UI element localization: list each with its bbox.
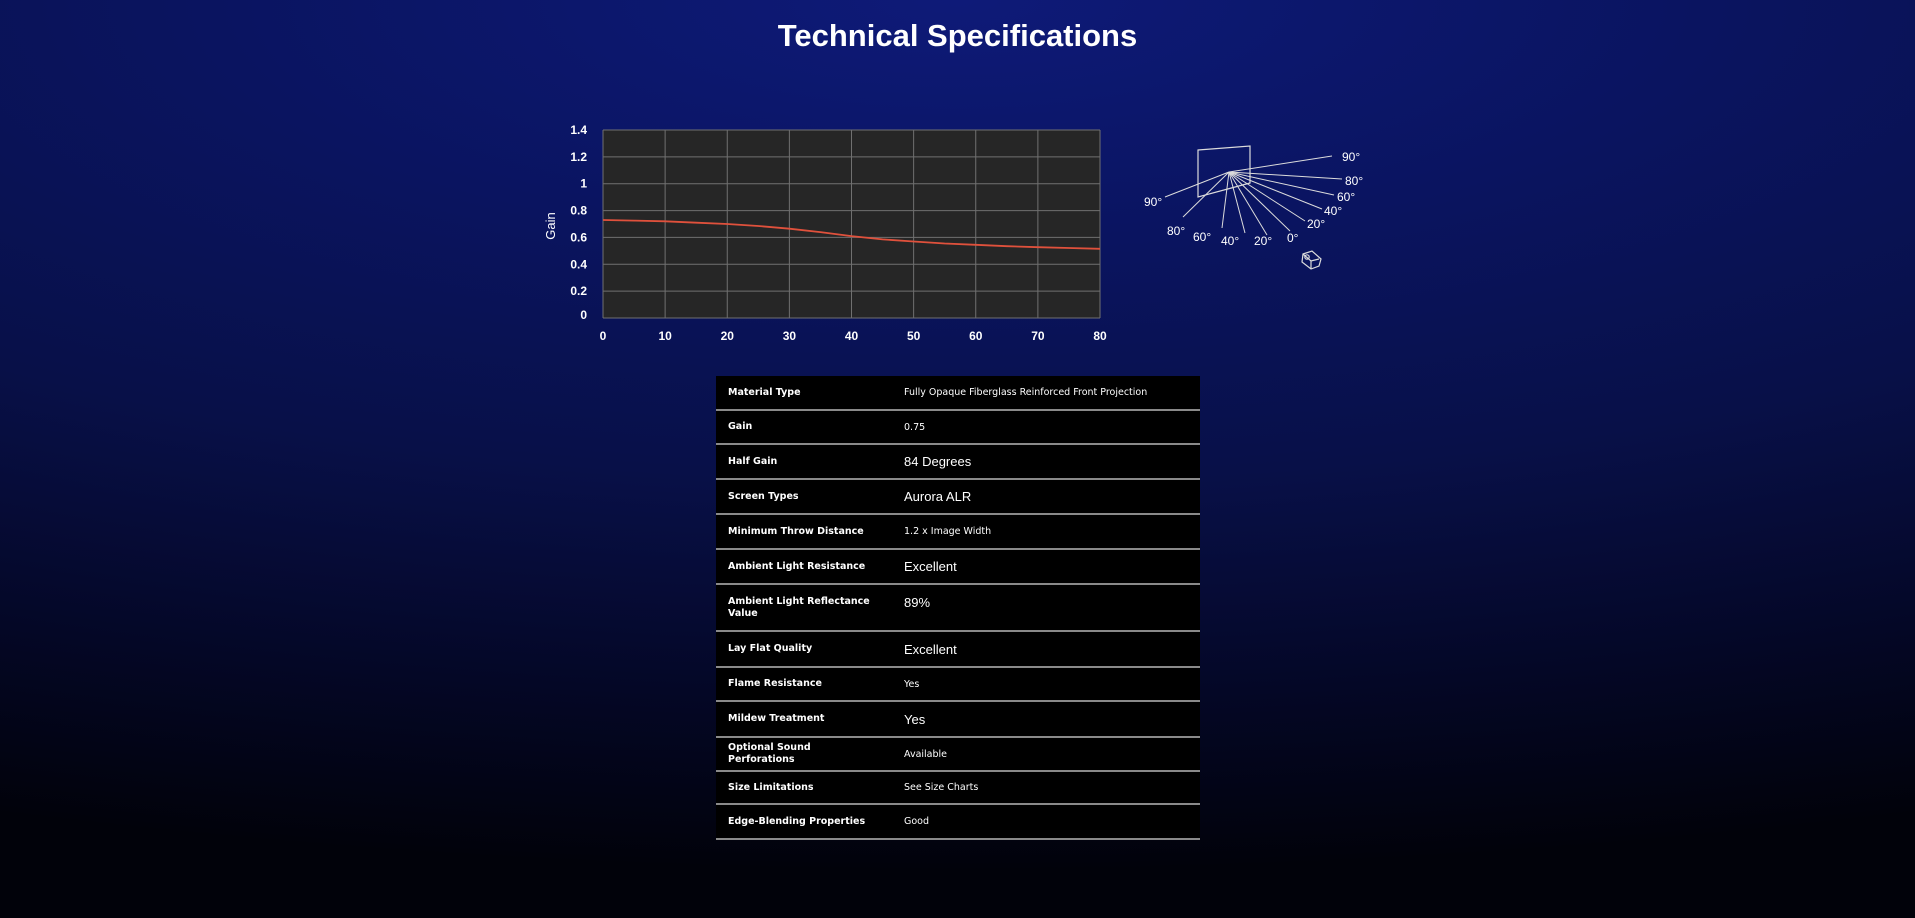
spec-row-minimum-throw-distance: Minimum Throw Distance 1.2 x Image Width — [716, 514, 1200, 550]
chart-y-tick-label: 0.2 — [570, 284, 587, 298]
screen-outline — [1197, 145, 1251, 198]
spec-label: Ambient Light Resistance — [716, 549, 892, 585]
chart-x-tick-label: 30 — [783, 329, 797, 343]
chart-x-tick-label: 20 — [721, 329, 735, 343]
angle-label-bottom-60: 60° — [1193, 230, 1211, 244]
angle-label-bottom-40: 40° — [1221, 234, 1239, 248]
chart-x-tick-label: 60 — [969, 329, 983, 343]
spec-row-mildew-treatment: Mildew Treatment Yes — [716, 701, 1200, 738]
angle-rays — [1164, 155, 1343, 236]
chart-x-tick-label: 0 — [600, 329, 607, 343]
angle-label-right-90: 90° — [1342, 150, 1360, 164]
chart-y-tick-label: 1 — [580, 177, 587, 191]
chart-x-tick-label: 10 — [658, 329, 672, 343]
angle-label-bottom-20: 20° — [1254, 234, 1272, 248]
spec-row-material-type: Material Type Fully Opaque Fiberglass Re… — [716, 376, 1200, 411]
spec-label: Size Limitations — [716, 771, 892, 805]
spec-label: Optional Sound Perforations — [716, 737, 892, 772]
chart-y-tick-label: 1.4 — [570, 123, 587, 137]
angle-label-right-40: 40° — [1324, 204, 1342, 218]
page-title: Technical Specifications — [777, 18, 1138, 53]
chart-y-axis-label: Gain — [543, 212, 558, 239]
spec-label: Edge-Blending Properties — [716, 804, 892, 840]
angle-label-right-0: 0° — [1287, 231, 1299, 245]
spec-value: Excellent — [892, 549, 1200, 585]
spec-label: Screen Types — [716, 479, 892, 515]
spec-value: Fully Opaque Fiberglass Reinforced Front… — [892, 376, 1200, 411]
chart-y-tick-label: 0 — [580, 308, 587, 322]
spec-value: Yes — [892, 667, 1200, 702]
chart-x-tick-label: 70 — [1031, 329, 1045, 343]
spec-value: Yes — [892, 701, 1200, 738]
spec-value: Good — [892, 804, 1200, 840]
spec-label: Half Gain — [716, 444, 892, 480]
chart-x-tick-label: 80 — [1093, 329, 1107, 343]
spec-label: Material Type — [716, 376, 892, 411]
spec-value: Excellent — [892, 631, 1200, 668]
spec-table: Material Type Fully Opaque Fiberglass Re… — [716, 376, 1200, 840]
angle-label-bottom-90: 90° — [1144, 195, 1162, 209]
chart-y-tick-label: 0.8 — [570, 204, 587, 218]
spec-row-gain: Gain 0.75 — [716, 410, 1200, 445]
chart-y-tick-label: 0.6 — [570, 230, 587, 244]
chart-y-ticks: 1.4 1.2 1 0.8 0.6 0.4 0.2 0 — [570, 123, 587, 322]
chart-x-tick-label: 50 — [907, 329, 921, 343]
spec-value: 0.75 — [892, 410, 1200, 445]
projector-icon — [1301, 250, 1322, 270]
spec-value: Available — [892, 737, 1200, 772]
angle-label-right-60: 60° — [1337, 190, 1355, 204]
spec-label: Ambient Light Reflectance Value — [716, 584, 892, 632]
spec-label: Mildew Treatment — [716, 701, 892, 738]
chart-grid — [602, 129, 1101, 319]
spec-value: 84 Degrees — [892, 444, 1200, 480]
spec-row-half-gain: Half Gain 84 Degrees — [716, 444, 1200, 480]
spec-row-edge-blending-properties: Edge-Blending Properties Good — [716, 804, 1200, 840]
spec-label: Lay Flat Quality — [716, 631, 892, 668]
spec-label: Gain — [716, 410, 892, 445]
angle-labels-bottom: 90° 80° 60° 40° 20° — [1144, 195, 1272, 248]
chart-series-line — [602, 219, 1101, 250]
angle-labels-right: 90° 80° 60° 40° 20° 0° — [1287, 150, 1363, 245]
angle-label-right-20: 20° — [1307, 217, 1325, 231]
spec-value: 1.2 x Image Width — [892, 514, 1200, 550]
spec-value: 89% — [892, 584, 1200, 632]
spec-row-size-limitations: Size Limitations See Size Charts — [716, 771, 1200, 805]
spec-value: Aurora ALR — [892, 479, 1200, 515]
spec-row-screen-types: Screen Types Aurora ALR — [716, 479, 1200, 515]
spec-row-optional-sound-perforations: Optional Sound Perforations Available — [716, 737, 1200, 772]
spec-row-flame-resistance: Flame Resistance Yes — [716, 667, 1200, 702]
chart-x-tick-label: 40 — [845, 329, 859, 343]
viewing-angle-diagram: 90° 80° 60° 40° 20° 0° 90° 80° 60° 40° 2… — [1144, 145, 1363, 270]
chart-y-tick-label: 0.4 — [570, 257, 587, 271]
chart-y-tick-label: 1.2 — [570, 150, 587, 164]
spec-row-lay-flat-quality: Lay Flat Quality Excellent — [716, 631, 1200, 668]
spec-row-ambient-light-reflectance-value: Ambient Light Reflectance Value 89% — [716, 584, 1200, 632]
angle-label-bottom-80: 80° — [1167, 224, 1185, 238]
spec-label: Minimum Throw Distance — [716, 514, 892, 550]
angle-label-right-80: 80° — [1345, 174, 1363, 188]
spec-row-ambient-light-resistance: Ambient Light Resistance Excellent — [716, 549, 1200, 585]
gain-chart: 0 10 20 30 40 50 60 70 80 1.4 1.2 1 0.8 0.6 0.4 0.2 0 G… — [543, 123, 1107, 343]
spec-label: Flame Resistance — [716, 667, 892, 702]
chart-series — [602, 219, 1101, 250]
chart-x-ticks: 0 10 20 30 40 50 60 70 80 — [600, 329, 1107, 343]
spec-value: See Size Charts — [892, 771, 1200, 805]
